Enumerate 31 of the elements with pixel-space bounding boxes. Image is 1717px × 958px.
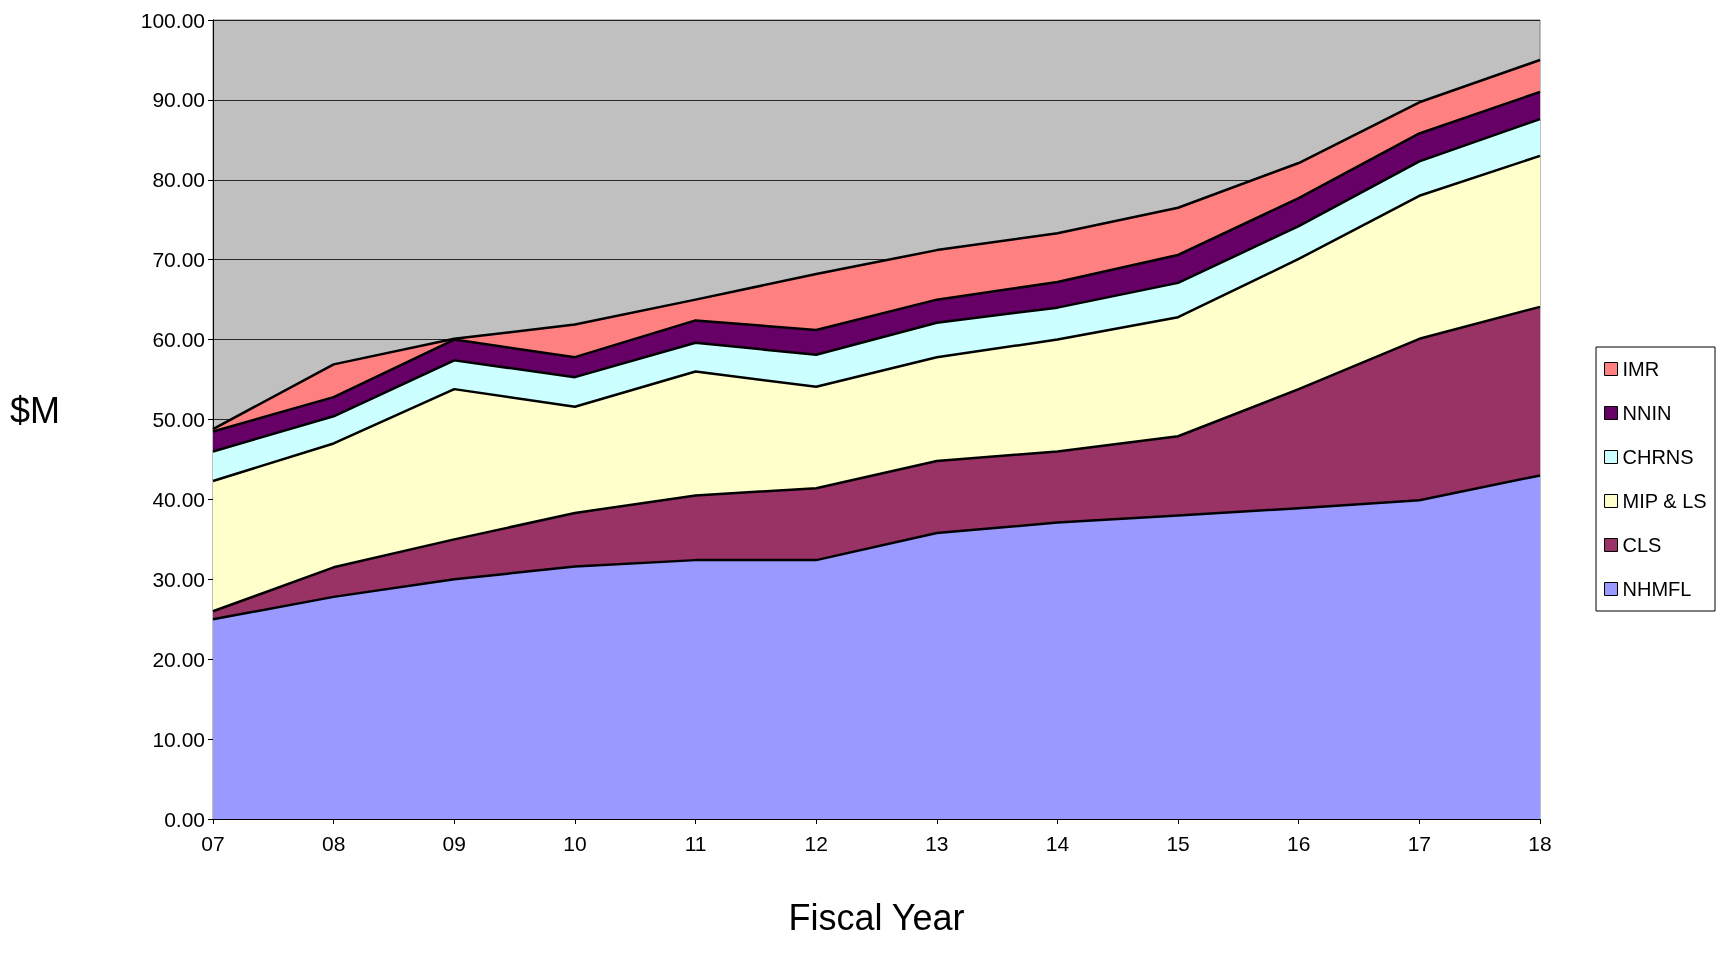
x-axis-title: Fiscal Year [788,896,965,938]
legend-label: IMR [1622,358,1660,380]
y-tick-label: 0.00 [164,807,205,831]
legend-label: CLS [1622,534,1662,556]
legend-label: CHRNS [1622,446,1694,468]
legend-label: MIP & LS [1622,490,1707,512]
y-tick-label: 100.00 [140,8,205,32]
x-tick-label: 10 [563,832,587,855]
y-tick-label: 30.00 [152,567,205,591]
x-tick-label: 18 [1528,832,1552,855]
x-tick-label: 08 [321,832,346,855]
y-tick-label: 40.00 [152,487,205,511]
legend-label: NHMFL [1622,578,1692,600]
y-tick-label: 50.00 [152,408,205,431]
x-tick-label: 09 [442,832,466,855]
y-axis-title: $M [10,389,61,431]
x-tick-label: 16 [1287,832,1311,855]
y-tick-label: 80.00 [152,168,205,192]
x-tick-label: 07 [201,832,225,855]
x-tick-label: 15 [1166,832,1190,855]
legend-label: NNIN [1622,402,1672,424]
x-tick-label: 11 [684,832,707,855]
y-tick-label: 90.00 [152,88,205,112]
x-tick-label: 14 [1045,832,1070,855]
y-tick-label: 10.00 [152,727,205,751]
y-tick-label: 20.00 [152,647,205,671]
y-tick-label: 70.00 [152,248,205,272]
y-tick-label: 60.00 [152,328,205,352]
x-tick-label: 17 [1407,832,1432,855]
x-tick-label: 12 [804,832,828,855]
x-tick-label: 13 [925,832,949,855]
